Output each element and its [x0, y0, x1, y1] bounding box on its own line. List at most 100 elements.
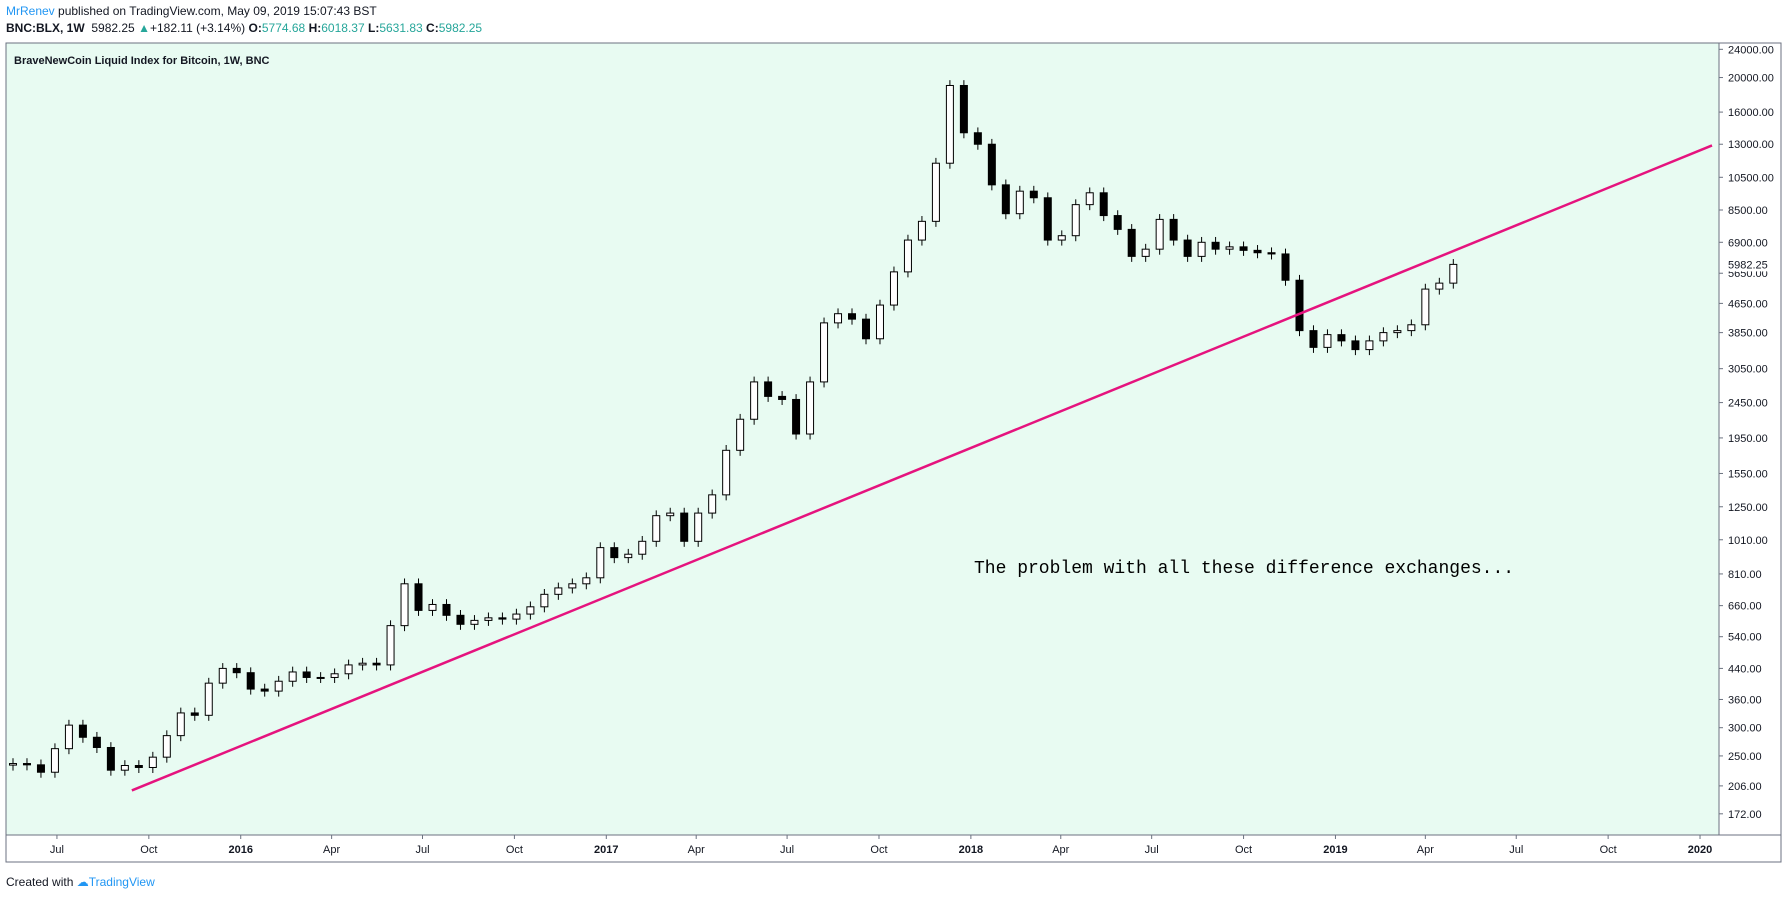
- candle[interactable]: [232, 663, 241, 679]
- candle[interactable]: [680, 507, 689, 547]
- candle[interactable]: [1421, 283, 1430, 331]
- candle[interactable]: [386, 620, 395, 671]
- candle[interactable]: [1099, 187, 1108, 222]
- author-link[interactable]: MrRenev: [6, 4, 55, 18]
- candle[interactable]: [931, 157, 940, 227]
- candle[interactable]: [1183, 234, 1192, 262]
- candle[interactable]: [1379, 327, 1388, 347]
- candle[interactable]: [861, 313, 870, 345]
- candle[interactable]: [484, 612, 493, 626]
- candle[interactable]: [1141, 243, 1150, 262]
- candle[interactable]: [1323, 329, 1332, 353]
- candle[interactable]: [1407, 319, 1416, 337]
- candle[interactable]: [736, 413, 745, 456]
- candle[interactable]: [442, 599, 451, 621]
- candle[interactable]: [22, 758, 31, 771]
- candle[interactable]: [1449, 259, 1458, 289]
- trendline[interactable]: [131, 144, 1713, 792]
- candle[interactable]: [764, 376, 773, 402]
- candle[interactable]: [1337, 329, 1346, 347]
- candle[interactable]: [428, 599, 437, 616]
- candle[interactable]: [1197, 236, 1206, 262]
- candle[interactable]: [917, 216, 926, 246]
- candle[interactable]: [1351, 335, 1360, 356]
- candle[interactable]: [526, 601, 535, 620]
- candle[interactable]: [778, 391, 787, 405]
- candle[interactable]: [848, 308, 857, 325]
- candle[interactable]: [652, 510, 661, 547]
- candle[interactable]: [1029, 185, 1038, 204]
- candle[interactable]: [610, 542, 619, 564]
- candle[interactable]: [512, 608, 521, 625]
- candle[interactable]: [973, 127, 982, 150]
- tradingview-logo-icon[interactable]: ☁: [76, 875, 89, 889]
- candle[interactable]: [903, 234, 912, 278]
- candle[interactable]: [218, 663, 227, 689]
- candle[interactable]: [302, 666, 311, 683]
- candle[interactable]: [568, 578, 577, 594]
- time-axis[interactable]: Jul Oct 2016 Apr Jul Oct 2017 Apr Jul Oct 2018 Apr J…: [50, 835, 1712, 856]
- candle[interactable]: [708, 489, 717, 519]
- candle[interactable]: [1085, 187, 1094, 211]
- candle[interactable]: [414, 578, 423, 616]
- candle[interactable]: [190, 707, 199, 721]
- candle[interactable]: [1127, 224, 1136, 262]
- candle[interactable]: [36, 759, 45, 778]
- candle[interactable]: [806, 376, 815, 440]
- candle[interactable]: [470, 615, 479, 630]
- candle[interactable]: [1295, 274, 1304, 337]
- candle[interactable]: [372, 657, 381, 671]
- candle[interactable]: [1393, 325, 1402, 339]
- chart-annotation[interactable]: The problem with all these difference ex…: [974, 559, 1514, 579]
- candle[interactable]: [875, 299, 884, 345]
- candle[interactable]: [1225, 241, 1234, 255]
- candle[interactable]: [498, 612, 507, 625]
- price-chart[interactable]: BraveNewCoin Liquid Index for Bitcoin, 1…: [0, 0, 1788, 870]
- candle[interactable]: [624, 548, 633, 564]
- candle[interactable]: [582, 572, 591, 590]
- candle[interactable]: [162, 730, 171, 763]
- candle[interactable]: [78, 719, 87, 743]
- price-axis[interactable]: 172.00 206.00 250.00 300.00 360.00 440.00 540.…: [1719, 44, 1780, 821]
- candle[interactable]: [358, 657, 367, 671]
- candle[interactable]: [694, 507, 703, 547]
- candle[interactable]: [666, 507, 675, 522]
- candle[interactable]: [820, 317, 829, 388]
- candle[interactable]: [1169, 214, 1178, 246]
- candle[interactable]: [959, 80, 968, 139]
- candle[interactable]: [330, 668, 339, 683]
- candle[interactable]: [64, 719, 73, 755]
- candle[interactable]: [750, 376, 759, 425]
- candle[interactable]: [638, 535, 647, 560]
- candle[interactable]: [92, 731, 101, 753]
- candle[interactable]: [889, 266, 898, 311]
- footer-brand[interactable]: TradingView: [88, 875, 155, 889]
- candle[interactable]: [120, 760, 129, 776]
- candle[interactable]: [1043, 192, 1052, 246]
- candle[interactable]: [1435, 277, 1444, 295]
- candle[interactable]: [1001, 179, 1010, 220]
- candle[interactable]: [260, 683, 269, 697]
- candle[interactable]: [1015, 185, 1024, 220]
- candle[interactable]: [792, 394, 801, 440]
- candle[interactable]: [1267, 247, 1276, 260]
- candle[interactable]: [204, 677, 213, 721]
- candle[interactable]: [1281, 248, 1290, 286]
- candle[interactable]: [176, 707, 185, 742]
- candle[interactable]: [1155, 214, 1164, 255]
- candle[interactable]: [1113, 210, 1122, 235]
- candle[interactable]: [316, 672, 325, 683]
- candle[interactable]: [246, 667, 255, 695]
- candle[interactable]: [1057, 230, 1066, 246]
- candle[interactable]: [1239, 241, 1248, 256]
- candle[interactable]: [1211, 236, 1220, 255]
- candle[interactable]: [1071, 199, 1080, 242]
- candle[interactable]: [596, 542, 605, 584]
- candle[interactable]: [106, 742, 115, 776]
- candle[interactable]: [134, 760, 143, 774]
- candle[interactable]: [344, 659, 353, 680]
- candle[interactable]: [1253, 245, 1262, 259]
- candle[interactable]: [945, 80, 954, 169]
- candle[interactable]: [274, 675, 283, 697]
- candle[interactable]: [50, 743, 59, 778]
